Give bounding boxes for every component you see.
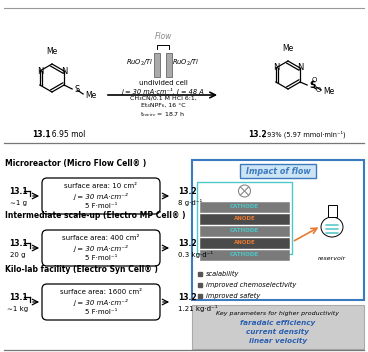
FancyBboxPatch shape (42, 284, 160, 320)
Bar (328, 205, 336, 217)
Text: N: N (37, 67, 43, 75)
Text: 13.2: 13.2 (178, 187, 197, 195)
Text: Microreactor (Micro Flow Cell® ): Microreactor (Micro Flow Cell® ) (5, 159, 146, 168)
Text: O: O (315, 87, 321, 93)
Text: S: S (74, 84, 79, 94)
Text: Me: Me (85, 90, 96, 100)
Bar (166, 53, 172, 77)
Bar (200, 226, 289, 236)
Bar (200, 238, 289, 248)
Text: $RuO_2$/Ti: $RuO_2$/Ti (126, 58, 153, 68)
Text: O: O (311, 77, 317, 83)
Text: , 6.95 mol: , 6.95 mol (47, 130, 85, 139)
Text: 13.1: 13.1 (9, 187, 27, 195)
Bar (192, 305, 364, 349)
Text: N: N (273, 63, 279, 73)
Text: ∼1 g: ∼1 g (10, 200, 26, 206)
Text: improved chemoselectivity: improved chemoselectivity (206, 282, 296, 288)
Text: CATHODE: CATHODE (230, 252, 259, 258)
Text: reservoir: reservoir (318, 256, 346, 261)
Text: surface area: 10 cm²: surface area: 10 cm² (64, 183, 138, 189)
Text: 13.2: 13.2 (248, 130, 267, 139)
Text: ANODE: ANODE (234, 240, 255, 245)
Bar (200, 202, 289, 212)
Bar (200, 214, 289, 224)
Text: , 93% (5.97 mmol·min⁻¹): , 93% (5.97 mmol·min⁻¹) (263, 130, 346, 138)
Text: Kilo-lab facility (Electro Syn Cell® ): Kilo-lab facility (Electro Syn Cell® ) (5, 265, 158, 274)
Text: Me: Me (323, 88, 335, 96)
Text: ANODE: ANODE (234, 216, 255, 221)
FancyBboxPatch shape (42, 230, 160, 266)
Text: current density: current density (247, 329, 309, 335)
Text: faradaic efficiency: faradaic efficiency (240, 320, 316, 326)
Text: scalability: scalability (206, 271, 239, 277)
Text: CATHODE: CATHODE (230, 228, 259, 233)
Text: undivided cell: undivided cell (139, 80, 187, 86)
FancyBboxPatch shape (42, 178, 160, 214)
Text: surface area: 400 cm²: surface area: 400 cm² (62, 235, 140, 241)
Text: 13.1: 13.1 (9, 239, 27, 247)
Text: improved safety: improved safety (206, 293, 260, 299)
Text: 13.2: 13.2 (178, 239, 197, 247)
Text: 20 g: 20 g (10, 252, 26, 258)
Text: 8 g·d⁻¹: 8 g·d⁻¹ (178, 200, 202, 207)
Text: CH₃CN/0.1 M HCl 6:1,: CH₃CN/0.1 M HCl 6:1, (130, 96, 197, 101)
Text: Intermediate scale-up (Electro MP Cell® ): Intermediate scale-up (Electro MP Cell® … (5, 211, 185, 220)
Text: Key parameters for higher productivity: Key parameters for higher productivity (216, 310, 340, 315)
Text: 0.3 kg·d⁻¹: 0.3 kg·d⁻¹ (178, 251, 213, 258)
Text: 13.1: 13.1 (9, 293, 27, 302)
Text: Flow: Flow (154, 32, 172, 41)
Text: Me: Me (282, 44, 294, 53)
Text: Impact of flow: Impact of flow (245, 166, 310, 176)
Text: 1.21 kg·d⁻¹: 1.21 kg·d⁻¹ (178, 306, 217, 313)
Text: 5 F·mol⁻¹: 5 F·mol⁻¹ (85, 309, 117, 315)
Text: Me: Me (46, 47, 58, 56)
Text: ∼1 kg: ∼1 kg (7, 306, 29, 312)
Ellipse shape (321, 217, 343, 237)
Text: j = 30 mA·cm⁻²: j = 30 mA·cm⁻² (74, 193, 128, 200)
Bar (200, 250, 289, 260)
Text: S: S (309, 81, 316, 89)
Text: j = 30 mA·cm⁻²: j = 30 mA·cm⁻² (74, 298, 128, 306)
Text: surface area: 1600 cm²: surface area: 1600 cm² (60, 289, 142, 295)
Text: Et₄NPF₆, 16 °C: Et₄NPF₆, 16 °C (141, 103, 185, 108)
Bar (240, 164, 316, 178)
Text: $RuO_2$/Ti: $RuO_2$/Ti (172, 58, 199, 68)
Text: N: N (297, 63, 303, 73)
Text: 13.1: 13.1 (32, 130, 51, 139)
Text: CATHODE: CATHODE (230, 205, 259, 209)
Text: t$_{recirc}$ = 18.7 h: t$_{recirc}$ = 18.7 h (141, 110, 185, 119)
Bar (154, 53, 160, 77)
Text: j = 30 mA·cm⁻²: j = 30 mA·cm⁻² (74, 245, 128, 251)
Bar (197, 182, 292, 254)
Text: 5 F·mol⁻¹: 5 F·mol⁻¹ (85, 255, 117, 261)
Bar (192, 160, 364, 300)
Text: 13.2: 13.2 (178, 293, 197, 302)
Text: N: N (61, 67, 67, 75)
Text: j = 30 mA·cm⁻¹, I = 48 A: j = 30 mA·cm⁻¹, I = 48 A (122, 88, 204, 95)
Text: linear velocity: linear velocity (249, 338, 307, 344)
Text: 5 F·mol⁻¹: 5 F·mol⁻¹ (85, 203, 117, 209)
